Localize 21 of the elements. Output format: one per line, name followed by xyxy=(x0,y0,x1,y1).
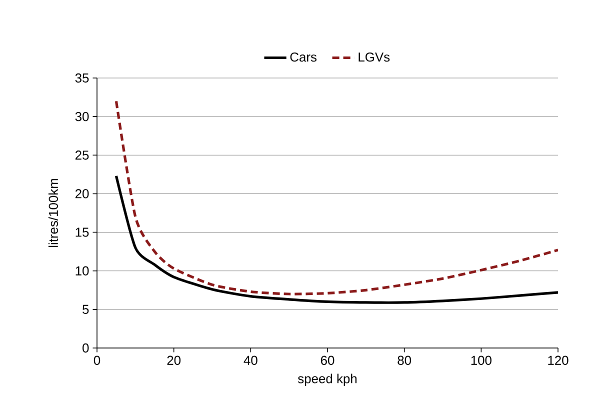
y-tick-label: 10 xyxy=(76,266,89,276)
line-series xyxy=(114,100,558,296)
x-tick-label: 0 xyxy=(94,356,100,365)
line-series xyxy=(114,174,558,304)
x-tick-label: 20 xyxy=(167,356,181,365)
x-tick-label: 40 xyxy=(244,356,258,365)
legend-label: Cars xyxy=(290,52,317,62)
x-tick-label: 120 xyxy=(548,356,568,365)
legend-label: LGVs xyxy=(358,52,390,62)
y-tick-label: 5 xyxy=(82,304,89,314)
y-tick-label: 30 xyxy=(75,112,89,122)
x-tick-label: 60 xyxy=(320,356,334,365)
x-axis-title: speed kph xyxy=(298,374,357,386)
y-tick-label: 15 xyxy=(76,228,89,237)
y-tick-label: 35 xyxy=(75,73,89,83)
y-axis-title: litres/100km xyxy=(48,178,58,248)
x-tick-label: 100 xyxy=(471,356,492,365)
y-tick-label: 0 xyxy=(82,343,89,353)
y-tick-label: 20 xyxy=(75,189,89,198)
x-tick-label: 80 xyxy=(398,356,412,365)
y-tick-label: 25 xyxy=(75,150,89,160)
